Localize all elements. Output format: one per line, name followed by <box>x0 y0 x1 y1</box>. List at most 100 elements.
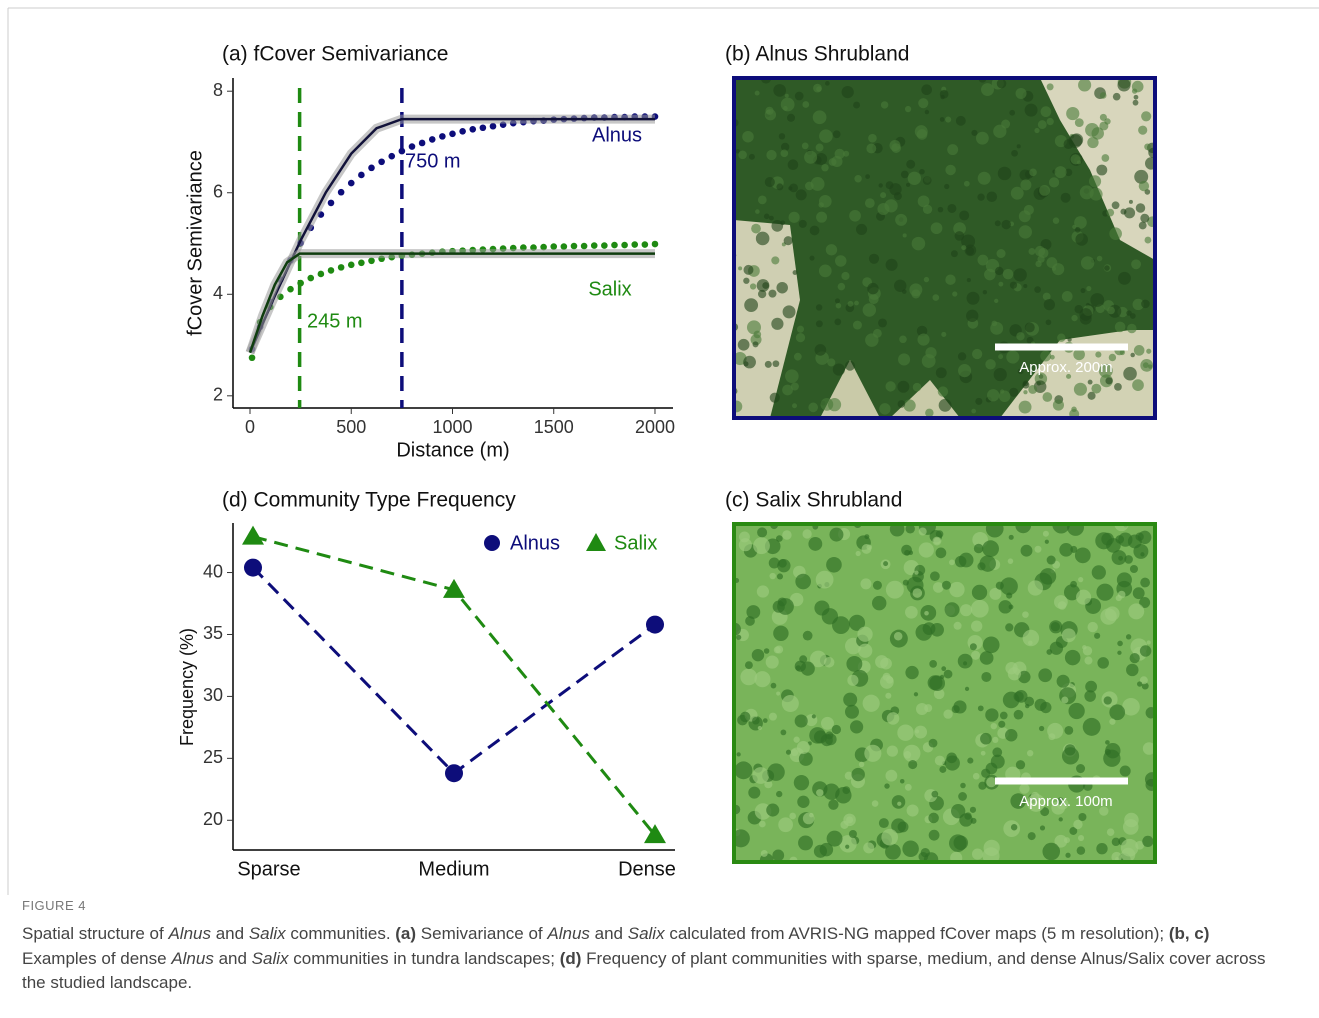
photo-texture <box>790 749 799 757</box>
photo-texture <box>1034 545 1042 553</box>
photo-texture <box>1026 749 1034 757</box>
photo-texture <box>994 220 1001 227</box>
photo-texture <box>1022 381 1030 389</box>
caption: Spatial structure of Alnus and Salix com… <box>22 922 1272 996</box>
photo-texture <box>1067 337 1072 342</box>
photo-texture <box>1038 725 1045 732</box>
photo-texture <box>841 86 854 99</box>
photo-texture <box>780 149 789 158</box>
data-point <box>378 158 385 166</box>
photo-texture <box>1002 268 1014 280</box>
photo-texture <box>1028 247 1036 255</box>
photo-texture <box>845 360 855 371</box>
data-point <box>358 259 365 267</box>
photo-texture <box>789 812 796 820</box>
data-point <box>388 152 396 160</box>
photo-texture <box>738 266 743 271</box>
photo-texture <box>1144 143 1151 151</box>
photo-texture <box>1016 144 1021 149</box>
photo-texture <box>971 848 984 860</box>
photo-texture <box>734 400 743 413</box>
photo-texture <box>1101 154 1110 162</box>
photo-texture <box>819 129 833 143</box>
photo-texture <box>1140 577 1150 588</box>
photo-texture <box>995 266 1004 276</box>
photo-texture <box>1146 348 1152 354</box>
caption-text: (b, c) <box>1168 924 1210 943</box>
photo-texture <box>865 174 870 179</box>
photo-texture <box>879 403 891 415</box>
photo-texture <box>1049 620 1063 634</box>
photo-texture <box>1131 88 1138 94</box>
photo-texture <box>773 84 787 97</box>
photo-texture <box>797 795 810 808</box>
photo-texture <box>971 408 977 414</box>
photo-texture <box>934 755 945 766</box>
photo-texture <box>1124 207 1136 219</box>
photo-texture <box>748 786 761 799</box>
photo-texture <box>737 338 750 351</box>
photo-texture <box>1139 645 1152 657</box>
photo-texture <box>866 544 873 550</box>
photo-texture <box>764 176 775 188</box>
photo-texture <box>1144 236 1152 244</box>
photo-texture <box>752 767 770 784</box>
photo-texture <box>982 847 1000 862</box>
caption-text: Alnus <box>168 924 211 943</box>
photo-texture <box>883 561 889 567</box>
photo-texture <box>767 763 785 781</box>
photo-texture <box>1135 203 1146 213</box>
photo-texture <box>1098 363 1113 378</box>
photo-texture <box>1126 663 1139 677</box>
photo-texture <box>945 116 952 123</box>
data-point <box>307 274 315 282</box>
photo-texture <box>782 305 796 319</box>
photo-texture <box>950 250 958 258</box>
photo-texture <box>1057 333 1066 342</box>
photo-texture <box>1132 587 1145 600</box>
photo-texture <box>1094 632 1101 639</box>
photo-texture <box>846 655 863 672</box>
photo-texture <box>980 750 986 756</box>
photo-texture <box>1074 216 1087 229</box>
photo-texture <box>959 813 973 827</box>
photo-texture <box>1077 834 1085 842</box>
photo-texture <box>764 360 772 368</box>
photo-texture <box>1076 846 1086 855</box>
photo-texture <box>924 109 930 115</box>
photo-texture <box>998 600 1012 614</box>
photo-texture <box>808 536 823 551</box>
caption-text: communities. <box>285 924 396 943</box>
x-tick-label: Sparse <box>237 858 300 880</box>
photo-texture <box>1046 117 1054 126</box>
photo-texture <box>909 283 923 297</box>
photo-texture <box>1087 379 1093 385</box>
photo-texture <box>781 695 799 713</box>
photo-texture <box>961 245 967 251</box>
photo-texture <box>871 800 879 807</box>
photo-texture <box>985 708 999 722</box>
photo-texture <box>975 131 989 145</box>
photo-texture <box>795 189 807 201</box>
photo-texture <box>1061 696 1069 704</box>
data-point <box>570 242 578 250</box>
photo-texture <box>811 714 816 719</box>
photo-texture <box>1076 764 1086 774</box>
photo-texture <box>823 783 840 800</box>
data-point <box>368 164 375 172</box>
photo-texture <box>755 209 760 214</box>
photo-texture <box>1133 94 1139 100</box>
photo-texture <box>768 289 777 298</box>
photo-texture <box>734 829 750 848</box>
photo-texture <box>844 704 860 719</box>
photo-texture <box>977 171 991 185</box>
photo-texture <box>772 849 785 862</box>
photo-texture <box>953 621 962 630</box>
photo-texture <box>954 231 965 241</box>
photo-texture <box>1018 670 1031 684</box>
photo-texture <box>1061 628 1076 643</box>
photo-texture <box>816 789 824 797</box>
photo-texture <box>851 767 865 782</box>
photo-texture <box>1096 255 1103 262</box>
photo-texture <box>1129 653 1140 664</box>
